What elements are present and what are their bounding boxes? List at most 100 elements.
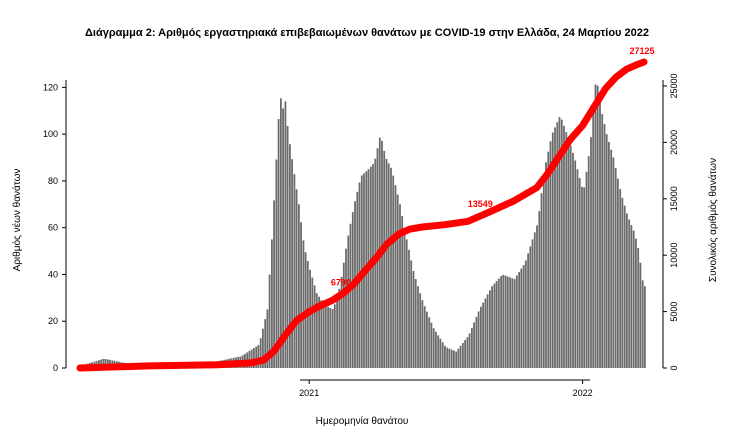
bar bbox=[104, 359, 107, 368]
bar bbox=[630, 225, 633, 368]
bar bbox=[392, 175, 395, 368]
bar bbox=[340, 276, 343, 368]
bar bbox=[520, 268, 523, 368]
bar bbox=[502, 274, 505, 368]
bar bbox=[327, 306, 329, 368]
bar bbox=[536, 225, 538, 368]
bar bbox=[614, 168, 617, 368]
bar bbox=[601, 114, 604, 368]
bar bbox=[538, 211, 541, 368]
y2-axis-label: Συνολικός αριθμός θανάτων bbox=[707, 158, 719, 282]
bar bbox=[390, 167, 392, 368]
y2-tick-label: 5000 bbox=[669, 302, 679, 322]
bar bbox=[394, 185, 397, 368]
bar bbox=[569, 145, 572, 368]
bar bbox=[421, 300, 424, 368]
bar bbox=[450, 349, 453, 368]
bar bbox=[345, 248, 347, 368]
bar bbox=[489, 290, 491, 368]
bar bbox=[509, 277, 511, 368]
bar bbox=[408, 249, 410, 368]
bar bbox=[619, 189, 622, 368]
bar bbox=[275, 159, 278, 368]
bar bbox=[457, 348, 460, 368]
bar bbox=[545, 162, 547, 368]
bars-layer bbox=[80, 84, 646, 369]
bar bbox=[437, 335, 440, 368]
bar bbox=[253, 348, 255, 368]
bar bbox=[471, 327, 473, 368]
bar bbox=[497, 278, 500, 368]
bar bbox=[531, 239, 534, 368]
bar bbox=[554, 127, 556, 369]
bar bbox=[336, 296, 338, 368]
bar bbox=[513, 279, 516, 368]
bar bbox=[459, 345, 462, 368]
bar bbox=[574, 160, 577, 368]
bar bbox=[644, 286, 646, 368]
bar bbox=[484, 298, 487, 368]
bar bbox=[621, 197, 624, 368]
bar bbox=[556, 122, 559, 368]
bar bbox=[320, 300, 323, 368]
bar bbox=[349, 223, 352, 368]
y2-tick-label: 10000 bbox=[669, 243, 679, 268]
bar bbox=[608, 141, 610, 368]
bar bbox=[309, 269, 311, 368]
bar bbox=[475, 316, 478, 368]
y-tick-label: 120 bbox=[43, 82, 58, 92]
x-tick-label: 2021 bbox=[299, 388, 319, 398]
y2-tick-label: 25000 bbox=[669, 73, 679, 98]
bar bbox=[578, 178, 581, 368]
bar bbox=[500, 276, 502, 368]
bar bbox=[286, 126, 289, 368]
bar bbox=[284, 101, 287, 369]
bar bbox=[558, 117, 561, 368]
bar bbox=[590, 137, 592, 368]
bar bbox=[542, 175, 545, 368]
bar bbox=[567, 138, 570, 368]
bar bbox=[477, 311, 480, 368]
bar bbox=[302, 240, 305, 368]
bar bbox=[453, 350, 455, 368]
bar bbox=[639, 262, 642, 368]
bar bbox=[432, 328, 435, 368]
bar bbox=[329, 308, 332, 368]
bar bbox=[473, 322, 475, 368]
bar bbox=[100, 359, 102, 368]
annotations-layer: 6790 13549 27125 bbox=[331, 46, 655, 288]
bar bbox=[324, 305, 327, 368]
bar bbox=[603, 124, 606, 368]
bar bbox=[585, 171, 588, 368]
bar bbox=[423, 306, 426, 368]
bar bbox=[610, 149, 613, 368]
bar bbox=[581, 186, 583, 368]
bar bbox=[493, 283, 496, 368]
bar bbox=[271, 239, 273, 368]
bar bbox=[412, 271, 415, 368]
bar bbox=[444, 345, 446, 368]
bar bbox=[266, 309, 269, 368]
bar bbox=[435, 331, 437, 368]
bar bbox=[289, 144, 291, 368]
bar bbox=[405, 239, 408, 368]
bar bbox=[491, 286, 493, 368]
bar bbox=[464, 340, 466, 368]
bar bbox=[637, 248, 640, 368]
bar bbox=[596, 85, 599, 368]
bar bbox=[529, 246, 532, 368]
annotation-label: 27125 bbox=[629, 46, 654, 56]
bar bbox=[495, 281, 498, 368]
bar bbox=[551, 132, 554, 368]
y-tick-label: 40 bbox=[48, 269, 58, 279]
bar bbox=[482, 302, 484, 368]
y2-tick-label: 15000 bbox=[669, 186, 679, 211]
bar bbox=[504, 275, 507, 368]
bar bbox=[587, 156, 590, 368]
bar bbox=[102, 358, 105, 368]
bar bbox=[401, 216, 404, 368]
y-tick-label: 80 bbox=[48, 176, 58, 186]
bar bbox=[430, 322, 433, 368]
x-axis-label: Ημερομηνία θανάτου bbox=[316, 415, 409, 427]
